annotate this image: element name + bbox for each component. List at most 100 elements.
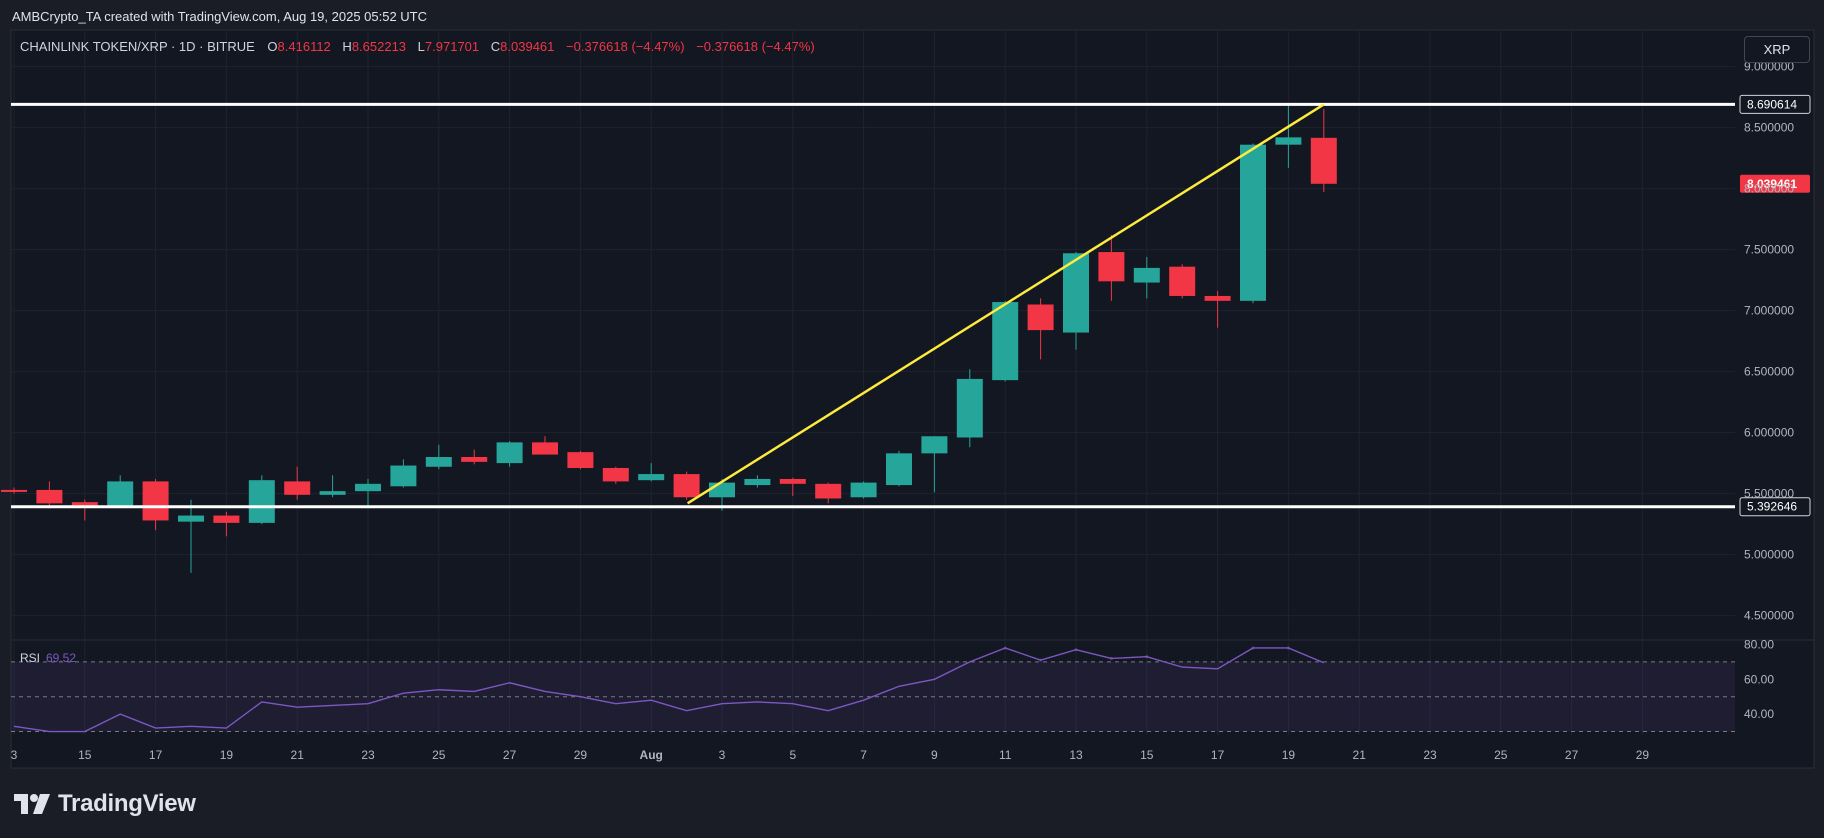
candle-body[interactable] <box>1098 252 1125 282</box>
rsi-point <box>1251 646 1255 650</box>
y-tick-label: 7.500000 <box>1744 243 1794 257</box>
x-tick-label: 19 <box>220 748 234 762</box>
rsi-point <box>1286 646 1290 650</box>
level-tag <box>1739 497 1811 517</box>
rsi-point <box>1074 648 1078 652</box>
y-tick-label: 6.500000 <box>1744 365 1794 379</box>
legend-close-value: 8.039461 <box>500 39 554 54</box>
candle-body[interactable] <box>956 378 983 438</box>
candle-body[interactable] <box>1204 295 1231 301</box>
x-tick-label: 29 <box>1636 748 1650 762</box>
candle-body[interactable] <box>992 302 1019 381</box>
candle-body[interactable] <box>496 442 523 464</box>
candle-body[interactable] <box>1133 267 1160 283</box>
legend-change-2: −0.376618 (−4.47%) <box>696 39 815 54</box>
rsi-point <box>1109 656 1113 660</box>
candle-body[interactable] <box>390 465 417 487</box>
x-tick-label: 11 <box>999 748 1012 762</box>
rsi-label: RSI <box>20 651 40 665</box>
candle-body[interactable] <box>355 483 381 492</box>
candle-body[interactable] <box>142 481 169 521</box>
rsi-point <box>1003 646 1007 650</box>
rsi-y-tick-label: 80.00 <box>1744 637 1774 651</box>
candle-body[interactable] <box>1275 137 1302 145</box>
legend-open-label: O <box>267 39 277 54</box>
rsi-point <box>1039 658 1043 662</box>
x-tick-label: 25 <box>432 748 446 762</box>
x-tick-label: 7 <box>860 748 867 762</box>
candle-body[interactable] <box>744 478 771 486</box>
candle-body[interactable] <box>567 452 594 468</box>
symbol-badge[interactable]: XRP <box>1744 36 1810 63</box>
candle-body[interactable] <box>1240 144 1266 301</box>
x-tick-label: 19 <box>1282 748 1296 762</box>
x-tick-label: 17 <box>149 748 163 762</box>
rsi-value: 69.52 <box>46 651 76 665</box>
y-tick-label: 8.000000 <box>1744 182 1794 196</box>
legend-low-label: L <box>418 39 425 54</box>
candle-body[interactable] <box>248 480 275 523</box>
footer-brand: TradingView <box>58 790 196 817</box>
rsi-line <box>13 647 1325 733</box>
candle-body[interactable] <box>425 457 452 467</box>
x-tick-label: 17 <box>1211 748 1225 762</box>
candle-body[interactable] <box>709 482 735 498</box>
candle-body[interactable] <box>779 478 806 484</box>
y-tick-label: 4.500000 <box>1744 609 1794 623</box>
candle-body[interactable] <box>178 515 204 522</box>
y-tick-label: 7.000000 <box>1744 304 1794 318</box>
y-tick-label: 5.000000 <box>1744 548 1794 562</box>
rsi-y-tick-label: 60.00 <box>1744 672 1774 686</box>
y-tick-label: 8.500000 <box>1744 121 1794 135</box>
tradingview-logo[interactable]: TradingView <box>14 790 196 818</box>
candle-body[interactable] <box>1310 137 1337 184</box>
x-tick-label: 3 <box>719 748 726 762</box>
candle-body[interactable] <box>71 502 98 506</box>
legend-low-value: 7.971701 <box>425 39 479 54</box>
ohlc-legend: CHAINLINK TOKEN/XRP · 1D · BITRUE O8.416… <box>20 39 815 54</box>
candle-body[interactable] <box>107 481 134 506</box>
tradingview-logo-icon <box>14 794 50 814</box>
candle-body[interactable] <box>638 474 665 481</box>
candle-body[interactable] <box>673 474 700 498</box>
x-tick-label: 21 <box>1353 748 1367 762</box>
x-tick-label: 23 <box>361 748 375 762</box>
x-tick-label: 15 <box>78 748 92 762</box>
level-tag <box>1739 94 1811 114</box>
last-price-label: 8.039461 <box>1747 177 1797 191</box>
candle-body[interactable] <box>461 457 488 462</box>
x-tick-label: 25 <box>1494 748 1508 762</box>
y-tick-label: 5.500000 <box>1744 487 1794 501</box>
candle-body[interactable] <box>532 442 558 455</box>
x-tick-label: 27 <box>1565 748 1579 762</box>
y-tick-label: 6.000000 <box>1744 426 1794 440</box>
candle-body[interactable] <box>213 515 240 523</box>
x-tick-label: 13 <box>1069 748 1083 762</box>
rsi-point <box>1145 655 1149 659</box>
legend-open-value: 8.416112 <box>278 39 331 54</box>
candle-body[interactable] <box>602 467 629 482</box>
legend-change-1: −0.376618 (−4.47%) <box>566 39 685 54</box>
candle-body[interactable] <box>319 491 346 495</box>
candle-body[interactable] <box>1 489 27 492</box>
x-tick-label: 15 <box>1140 748 1154 762</box>
x-tick-label: 9 <box>931 748 938 762</box>
candle-body[interactable] <box>815 483 842 499</box>
candle-body[interactable] <box>921 436 948 454</box>
header-attribution: AMBCrypto_TA created with TradingView.co… <box>12 9 428 24</box>
legend-high-value: 8.652213 <box>352 39 406 54</box>
candle-body[interactable] <box>36 489 63 504</box>
candle-body[interactable] <box>1169 266 1196 296</box>
x-tick-label: Aug <box>640 748 663 762</box>
candle-body[interactable] <box>284 481 311 495</box>
candle-body[interactable] <box>1027 304 1054 331</box>
candle-body[interactable] <box>886 453 912 486</box>
x-tick-label: 27 <box>503 748 517 762</box>
rsi-y-tick-label: 40.00 <box>1744 707 1774 721</box>
chart-panel-background <box>10 29 1815 769</box>
trendline[interactable] <box>686 103 1325 505</box>
x-tick-label: 29 <box>574 748 588 762</box>
level-tag-label: 5.392646 <box>1747 500 1797 514</box>
candle-body[interactable] <box>850 482 877 498</box>
